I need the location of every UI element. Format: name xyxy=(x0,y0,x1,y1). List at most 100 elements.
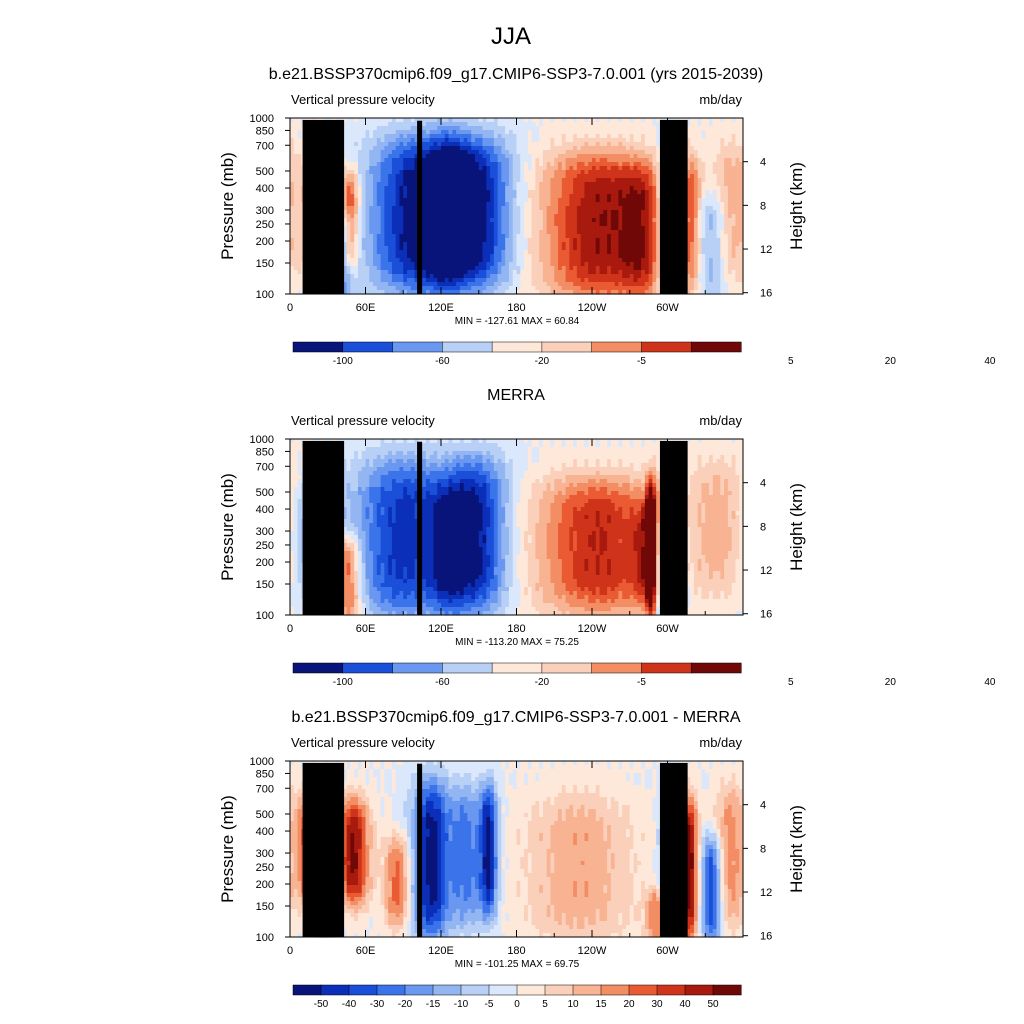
heatmap-cell xyxy=(697,190,703,195)
heatmap-cell xyxy=(384,170,389,175)
heatmap-cell xyxy=(542,170,548,175)
heatmap-cell xyxy=(350,266,355,271)
heatmap-cell xyxy=(493,142,499,147)
heatmap-cell xyxy=(542,182,548,187)
heatmap-cell xyxy=(720,126,725,131)
heatmap-cell xyxy=(739,186,744,191)
heatmap-cell xyxy=(686,154,691,159)
heatmap-cell xyxy=(482,178,487,183)
heatmap-cell xyxy=(592,246,597,251)
heatmap-cell xyxy=(478,206,484,211)
heatmap-cell xyxy=(463,198,469,203)
heatmap-cell xyxy=(599,198,604,203)
heatmap-cell xyxy=(463,122,469,127)
heatmap-cell xyxy=(527,218,533,223)
heatmap-cell xyxy=(399,234,404,239)
heatmap-cell xyxy=(350,170,355,175)
heatmap-cell xyxy=(361,202,367,207)
heatmap-cell xyxy=(486,138,491,143)
heatmap-cell xyxy=(607,242,612,247)
heatmap-cell xyxy=(607,130,612,135)
heatmap-cell xyxy=(410,182,416,187)
heatmap-cell xyxy=(561,246,567,251)
heatmap-cell xyxy=(633,198,638,203)
heatmap-cell xyxy=(697,198,703,203)
heatmap-cell xyxy=(357,258,363,263)
heatmap-cell xyxy=(697,234,703,239)
heatmap-cell xyxy=(709,198,714,203)
heatmap-cell xyxy=(422,250,427,255)
heatmap-cell xyxy=(433,218,438,223)
heatmap-cell xyxy=(629,206,635,211)
heatmap-cell xyxy=(456,262,461,267)
heatmap-cell xyxy=(437,170,442,175)
heatmap-cell xyxy=(595,186,601,191)
heatmap-cell xyxy=(512,226,518,231)
heatmap-cell xyxy=(558,250,563,255)
heatmap-cell xyxy=(467,158,472,163)
heatmap-cell xyxy=(463,282,469,287)
heatmap-cell xyxy=(576,226,582,231)
heatmap-cell xyxy=(576,198,582,203)
heatmap-cell xyxy=(656,258,661,263)
heatmap-cell xyxy=(739,258,744,263)
heatmap-cell xyxy=(709,206,714,211)
heatmap-cell xyxy=(614,254,620,259)
heatmap-cell xyxy=(471,242,476,247)
heatmap-cell xyxy=(441,282,446,287)
heatmap-cell xyxy=(716,146,721,151)
heatmap-cell xyxy=(539,254,544,259)
heatmap-cell xyxy=(350,142,355,147)
heatmap-cell xyxy=(486,122,491,127)
heatmap-cell xyxy=(380,174,385,179)
heatmap-cell xyxy=(565,146,570,151)
heatmap-cell xyxy=(573,186,578,191)
heatmap-cell xyxy=(720,130,725,135)
heatmap-cell xyxy=(520,214,525,219)
heatmap-cell xyxy=(478,126,484,131)
heatmap-cell xyxy=(403,154,408,159)
heatmap-cell xyxy=(350,174,355,179)
heatmap-cell xyxy=(384,138,389,143)
heatmap-cell xyxy=(501,262,506,267)
heatmap-cell xyxy=(641,270,646,275)
heatmap-cell xyxy=(354,166,359,171)
heatmap-cell xyxy=(482,142,487,147)
heatmap-cell xyxy=(637,174,642,179)
heatmap-cell xyxy=(414,270,419,275)
heatmap-cell xyxy=(705,174,710,179)
heatmap-cell xyxy=(361,226,367,231)
heatmap-cell xyxy=(407,166,412,171)
heatmap-cell xyxy=(493,250,499,255)
heatmap-cell xyxy=(350,226,355,231)
heatmap-cell xyxy=(648,202,654,207)
heatmap-cell xyxy=(686,218,691,223)
heatmap-cell xyxy=(724,166,729,171)
heatmap-cell xyxy=(633,206,638,211)
heatmap-cell xyxy=(625,222,631,227)
heatmap-cell xyxy=(456,178,461,183)
heatmap-cell xyxy=(610,134,616,139)
heatmap-cell xyxy=(429,246,435,251)
heatmap-cell xyxy=(690,222,695,227)
heatmap-cell xyxy=(603,182,608,187)
heatmap-cell xyxy=(346,222,352,227)
heatmap-cell xyxy=(486,178,491,183)
heatmap-cell xyxy=(539,242,544,247)
heatmap-cell xyxy=(561,222,567,227)
heatmap-cell xyxy=(618,258,623,263)
heatmap-cell xyxy=(656,154,661,159)
heatmap-cell xyxy=(561,146,567,151)
heatmap-cell xyxy=(512,250,518,255)
heatmap-cell xyxy=(508,214,514,219)
heatmap-cell xyxy=(531,250,536,255)
heatmap-cell xyxy=(414,158,419,163)
heatmap-cell xyxy=(569,126,574,131)
heatmap-cell xyxy=(701,142,706,147)
heatmap-cell xyxy=(486,202,491,207)
heatmap-cell xyxy=(599,162,604,167)
heatmap-cell xyxy=(576,214,582,219)
heatmap-cell xyxy=(297,130,302,135)
heatmap-cell xyxy=(429,210,435,215)
heatmap-cell xyxy=(716,218,721,223)
